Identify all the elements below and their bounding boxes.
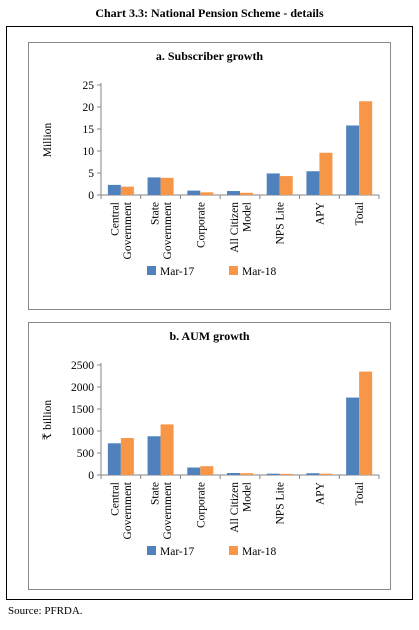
x-category-label: Model: [241, 482, 253, 512]
bar-mar-17-all-citizen-model: [227, 473, 240, 475]
chart-title: Chart 3.3: National Pension Scheme - det…: [95, 6, 324, 20]
x-category-label: Corporate: [195, 202, 207, 248]
bar-mar-18-total: [359, 371, 373, 475]
x-category-label: State: [149, 202, 161, 225]
x-category-label: Total: [354, 202, 366, 225]
outer-frame: [6, 26, 413, 600]
legend-label-mar-17: Mar-17: [160, 266, 195, 278]
bar-mar-17-state-government: [147, 177, 161, 195]
bar-mar-17-state-government: [147, 436, 161, 475]
bar-mar-18-all-citizen-model: [240, 192, 253, 195]
bar-mar-17-corporate: [187, 190, 201, 195]
legend-swatch-mar-18: [229, 546, 238, 555]
x-category-label: Total: [354, 482, 366, 505]
bar-mar-17-all-citizen-model: [227, 191, 240, 195]
bar-mar-17-apy: [306, 171, 320, 195]
bar-mar-18-state-government: [160, 177, 174, 195]
legend-label-mar-17: Mar-17: [160, 546, 195, 558]
bar-mar-18-corporate: [200, 466, 214, 475]
y-tick-label: 25: [83, 80, 95, 92]
y-tick-label: 10: [83, 146, 95, 158]
bar-mar-18-nps-lite: [279, 473, 293, 475]
y-tick-label: 2500: [71, 360, 94, 372]
y-tick-label: 5: [88, 168, 94, 180]
legend-swatch-mar-17: [147, 546, 156, 555]
x-category-label: NPS Lite: [275, 482, 287, 525]
panel-title: a. Subscriber growth: [155, 49, 264, 63]
y-tick-label: 500: [77, 448, 95, 460]
legend-label-mar-18: Mar-18: [242, 266, 277, 278]
panel-title: b. AUM growth: [169, 329, 250, 343]
y-tick-label: 1000: [71, 426, 94, 438]
bar-mar-17-nps-lite: [266, 473, 280, 475]
x-category-label: Central: [110, 202, 122, 236]
x-category-label: NPS Lite: [275, 202, 287, 245]
bar-mar-18-nps-lite: [279, 176, 293, 195]
source-note: Source: PFRDA.: [8, 605, 83, 617]
x-category-label: All Citizen: [229, 482, 241, 533]
bar-mar-17-apy: [306, 473, 320, 475]
x-category-label: Government: [122, 481, 134, 539]
x-category-label: All Citizen: [229, 202, 241, 253]
y-axis-label: ₹ billion: [42, 400, 54, 440]
y-axis-label: Million: [42, 123, 54, 158]
bar-mar-17-corporate: [187, 467, 201, 475]
legend-label-mar-18: Mar-18: [242, 546, 277, 558]
bar-mar-18-central-government: [120, 438, 134, 475]
y-tick-label: 20: [83, 102, 95, 114]
subscriber-growth-panel: a. Subscriber growth 0 5 10 15 20 25 Million Ce…: [28, 42, 391, 310]
bar-mar-17-total: [346, 125, 360, 195]
y-tick-label: 1500: [71, 404, 94, 416]
bar-mar-18-apy: [319, 473, 333, 475]
legend-swatch-mar-18: [229, 266, 238, 275]
x-category-label: Government: [162, 481, 174, 539]
x-category-label: APY: [314, 201, 326, 225]
y-tick-label: 0: [88, 190, 94, 202]
y-tick-label: 15: [83, 124, 95, 136]
x-category-label: State: [149, 482, 161, 505]
bar-mar-18-corporate: [200, 192, 214, 195]
bar-mar-17-central-government: [107, 443, 121, 475]
y-tick-label: 2000: [71, 382, 94, 394]
bar-mar-18-state-government: [160, 424, 174, 475]
bar-mar-18-apy: [319, 152, 333, 195]
x-category-label: Central: [110, 482, 122, 516]
aum-growth-panel: b. AUM growth 0 500 1000 1500 2000 2500 ₹ bill…: [28, 322, 391, 590]
bar-mar-17-central-government: [107, 184, 121, 195]
bar-mar-18-all-citizen-model: [240, 473, 253, 475]
bar-mar-18-total: [359, 101, 373, 195]
bar-mar-17-nps-lite: [266, 173, 280, 195]
x-category-label: Government: [162, 201, 174, 259]
x-category-label: Government: [122, 201, 134, 259]
x-category-label: Model: [241, 202, 253, 232]
y-tick-label: 0: [88, 470, 94, 482]
x-category-label: APY: [314, 481, 326, 505]
x-category-label: Corporate: [195, 482, 207, 528]
bar-mar-17-total: [346, 397, 360, 475]
legend-swatch-mar-17: [147, 266, 156, 275]
bar-mar-18-central-government: [120, 186, 134, 195]
